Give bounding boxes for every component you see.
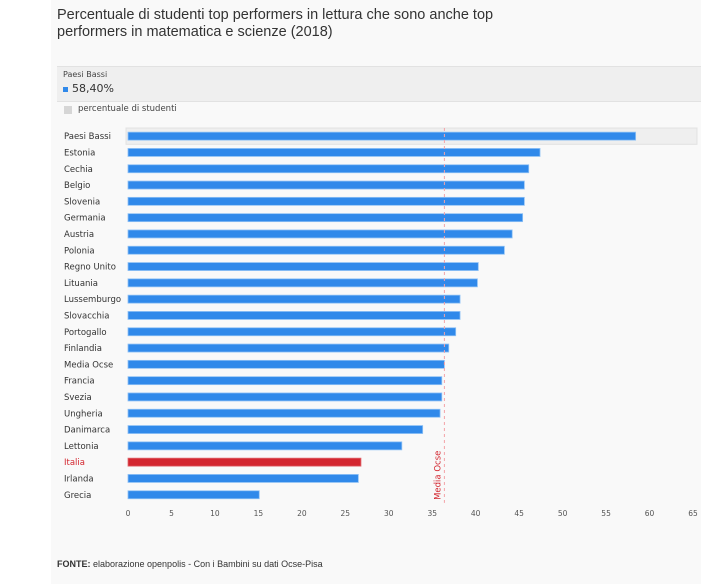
category-label: Danimarca: [64, 426, 110, 436]
category-label: Portogallo: [64, 328, 107, 338]
bar-italia[interactable]: [127, 457, 362, 467]
bar-estonia[interactable]: [127, 148, 541, 157]
bar-polonia[interactable]: [127, 245, 505, 255]
bar-germania[interactable]: [127, 213, 524, 223]
category-label: Irlanda: [64, 474, 94, 484]
category-label: Finlandia: [64, 344, 102, 354]
tooltip-swatch: [63, 87, 68, 92]
x-tick-label: 35: [427, 509, 437, 518]
x-tick-label: 65: [688, 509, 698, 518]
bar-slovenia[interactable]: [127, 196, 525, 206]
category-label: Regno Unito: [64, 263, 116, 273]
source-text: elaborazione openpolis - Con i Bambini s…: [90, 559, 323, 569]
tooltip: Paesi Bassi 58,40%: [57, 66, 701, 102]
x-tick-label: 60: [645, 509, 655, 518]
category-label: Italia: [64, 458, 85, 468]
x-tick-label: 20: [297, 509, 307, 518]
source-note: FONTE: elaborazione openpolis - Con i Ba…: [57, 559, 323, 569]
legend-label: percentuale di studenti: [78, 104, 177, 114]
x-tick-label: 30: [384, 509, 394, 518]
tooltip-category: Paesi Bassi: [63, 70, 108, 79]
bar-danimarca[interactable]: [127, 425, 424, 434]
bar-francia[interactable]: [127, 376, 443, 386]
category-label: Germania: [64, 214, 106, 224]
category-label: Lituania: [64, 279, 98, 289]
bar-media-ocse[interactable]: [127, 359, 445, 369]
x-tick-label: 0: [126, 509, 131, 518]
bar-regno-unito[interactable]: [127, 262, 479, 271]
bar-finlandia[interactable]: [127, 343, 450, 353]
bar-belgio[interactable]: [127, 180, 525, 190]
source-prefix: FONTE:: [57, 559, 91, 569]
reference-line-label: Media Ocse: [433, 451, 443, 500]
category-label: Paesi Bassi: [64, 132, 111, 142]
bar-svezia[interactable]: [127, 392, 443, 402]
bar-paesi-bassi[interactable]: [127, 131, 637, 141]
x-tick-label: 55: [601, 509, 611, 518]
category-label: Ungheria: [64, 409, 103, 419]
category-label: Svezia: [64, 393, 92, 403]
category-label: Lettonia: [64, 442, 99, 452]
x-tick-label: 50: [558, 509, 568, 518]
bar-portogallo[interactable]: [127, 327, 457, 337]
tooltip-value: 58,40%: [72, 82, 114, 95]
x-tick-label: 45: [514, 509, 524, 518]
category-label: Grecia: [64, 491, 91, 501]
category-label: Polonia: [64, 246, 95, 256]
x-tick-label: 25: [341, 509, 351, 518]
category-label: Belgio: [64, 181, 90, 191]
x-tick-label: 10: [210, 509, 220, 518]
category-label: Estonia: [64, 148, 95, 158]
category-label: Slovacchia: [64, 311, 110, 321]
category-label: Media Ocse: [64, 360, 113, 370]
bar-grecia[interactable]: [127, 490, 260, 500]
category-label: Austria: [64, 230, 94, 240]
bar-irlanda[interactable]: [127, 474, 359, 483]
x-tick-label: 15: [254, 509, 264, 518]
bar-cechia[interactable]: [127, 164, 530, 174]
x-tick-label: 40: [471, 509, 481, 518]
bar-lettonia[interactable]: [127, 441, 403, 451]
category-label: Francia: [64, 377, 95, 387]
category-label: Slovenia: [64, 197, 100, 207]
legend-swatch: [64, 106, 72, 114]
bar-slovacchia[interactable]: [127, 311, 461, 320]
bar-lussemburgo[interactable]: [127, 294, 461, 304]
chart-title: Percentuale di studenti top performers i…: [57, 7, 494, 40]
bar-lituania[interactable]: [127, 278, 478, 288]
bar-ungheria[interactable]: [127, 408, 441, 418]
category-label: Lussemburgo: [64, 295, 121, 305]
category-label: Cechia: [64, 165, 93, 175]
x-tick-label: 5: [169, 509, 174, 518]
bar-austria[interactable]: [127, 229, 513, 239]
